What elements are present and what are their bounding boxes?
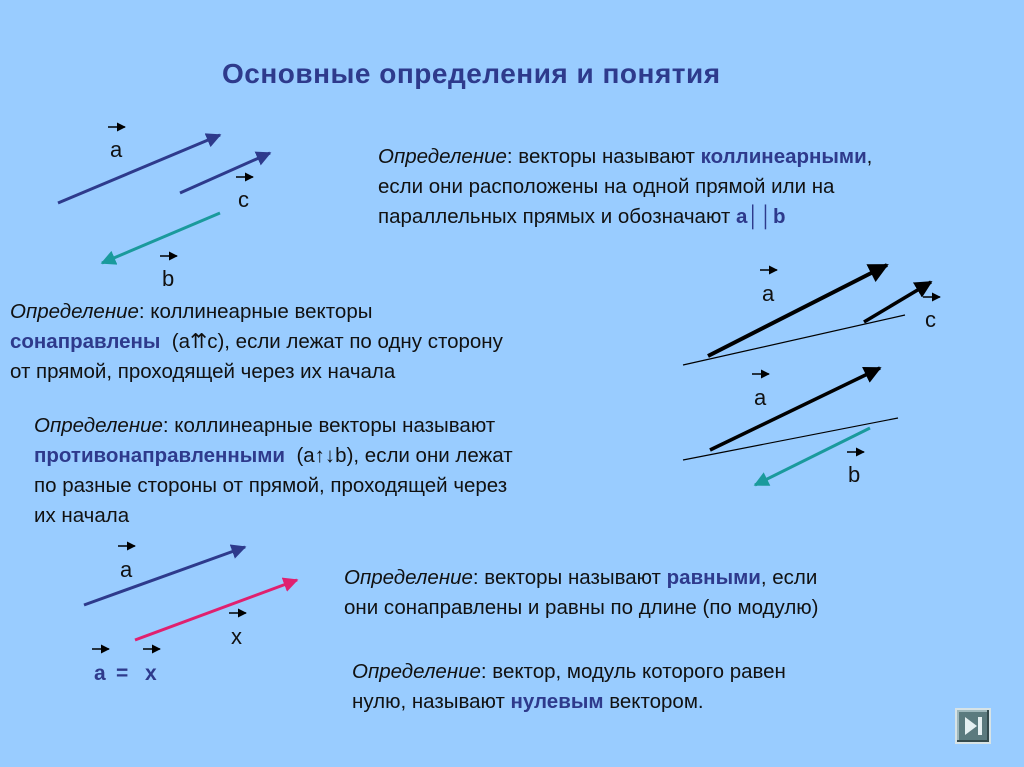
definition-opposite: Определение: коллинеарные векторы называ… <box>34 411 513 531</box>
definition-text: : коллинеарные векторы <box>138 300 373 323</box>
definition-equal-line-2: они сонаправлены и равны по длине (по мо… <box>344 596 819 619</box>
vector-x-arrow <box>134 577 299 642</box>
definition-word: Определение <box>34 414 163 437</box>
vector-c-label: c <box>925 307 936 332</box>
term-equal: равными <box>666 566 761 589</box>
definition-zero-line-1: Определение: вектор, модуль которого рав… <box>352 657 786 687</box>
page-title: Основные определения и понятия <box>222 58 721 89</box>
diagram-equal: a x a = x <box>83 541 299 685</box>
definition-opposite-line-4: их начала <box>34 504 130 527</box>
vector-a-arrow <box>707 263 889 358</box>
definition-collinear-line-1: Определение: векторы называют коллинеарн… <box>378 142 872 172</box>
base-line <box>682 314 906 366</box>
notation-opposite: (a↑↓b) <box>296 444 354 467</box>
definition-collinear: Определение: векторы называют коллинеарн… <box>378 142 872 232</box>
term-zero: нулевым <box>510 690 604 713</box>
equality-right: x <box>145 662 157 685</box>
definition-codirected-line-1: Определение: коллинеарные векторы <box>10 297 503 327</box>
definition-text: : вектор, модуль которого равен <box>480 660 786 683</box>
definition-equal: Определение: векторы называют равными, е… <box>344 563 818 623</box>
vector-b-arrow <box>100 211 221 265</box>
vector-a-label: a <box>120 557 133 582</box>
definition-word: Определение <box>10 300 139 323</box>
definition-equal-line-1: Определение: векторы называют равными, е… <box>344 563 818 593</box>
vector-a-arrow <box>709 366 882 452</box>
definition-zero-line-2: нулю, называют нулевым вектором. <box>352 687 786 717</box>
definition-opposite-line-2: противонаправленными (a↑↓b), если они ле… <box>34 441 513 471</box>
definition-text: параллельных прямых и обозначают <box>378 205 736 228</box>
vector-a-label: a <box>110 137 123 162</box>
diagram-collinear: a c b <box>57 122 272 291</box>
definition-text: нулю, называют <box>352 690 511 713</box>
vector-a-label: a <box>754 385 767 410</box>
base-line <box>682 417 899 461</box>
notation-collinear: a││b <box>735 205 786 228</box>
definition-codirected-line-3: от прямой, проходящей через их начала <box>10 360 396 383</box>
next-slide-button[interactable] <box>955 708 991 744</box>
definition-collinear-line-3: параллельных прямых и обозначают a││b <box>378 202 872 232</box>
definition-text: вектором. <box>603 690 704 713</box>
definition-text: : векторы называют <box>472 566 667 589</box>
diagram-opposite: a b <box>682 366 899 487</box>
vector-b-label: b <box>162 266 174 291</box>
definition-word: Определение <box>378 145 507 168</box>
vector-a-label: a <box>762 281 775 306</box>
definition-codirected-line-2: сонаправлены (a⇈c), если лежат по одну с… <box>10 327 503 357</box>
definition-text: : коллинеарные векторы называют <box>162 414 496 437</box>
definition-text: , если они лежат <box>353 444 513 467</box>
definition-collinear-line-2: если они расположены на одной прямой или… <box>378 175 835 198</box>
definition-text: : векторы называют <box>506 145 701 168</box>
notation-codirected: (a⇈c) <box>171 330 225 353</box>
vector-c-arrow <box>863 280 933 324</box>
play-end-icon <box>965 717 982 735</box>
definition-text: , <box>866 145 873 168</box>
vector-a-arrow <box>83 544 247 607</box>
definition-word: Определение <box>344 566 473 589</box>
vector-x-label: x <box>231 624 242 649</box>
definition-codirected: Определение: коллинеарные векторы сонапр… <box>10 297 503 387</box>
definition-opposite-line-3: по разные стороны от прямой, проходящей … <box>34 474 508 497</box>
definition-text: , если лежат по одну сторону <box>224 330 503 353</box>
term-collinear: коллинеарными <box>700 145 867 168</box>
vector-c-arrow <box>179 151 272 195</box>
definition-word: Определение <box>352 660 481 683</box>
definition-zero: Определение: вектор, модуль которого рав… <box>352 657 786 717</box>
diagram-codirected: a c <box>682 263 941 366</box>
term-codirected: сонаправлены <box>10 330 161 353</box>
definition-opposite-line-1: Определение: коллинеарные векторы называ… <box>34 411 513 441</box>
equality-left: a <box>94 662 106 685</box>
vector-b-arrow <box>753 426 871 487</box>
equality-sign: = <box>116 662 128 685</box>
term-opposite: противонаправленными <box>34 444 286 467</box>
definition-text: , если <box>760 566 818 589</box>
vector-a-arrow <box>57 133 222 205</box>
vector-c-label: c <box>238 187 249 212</box>
vector-b-label: b <box>848 462 860 487</box>
